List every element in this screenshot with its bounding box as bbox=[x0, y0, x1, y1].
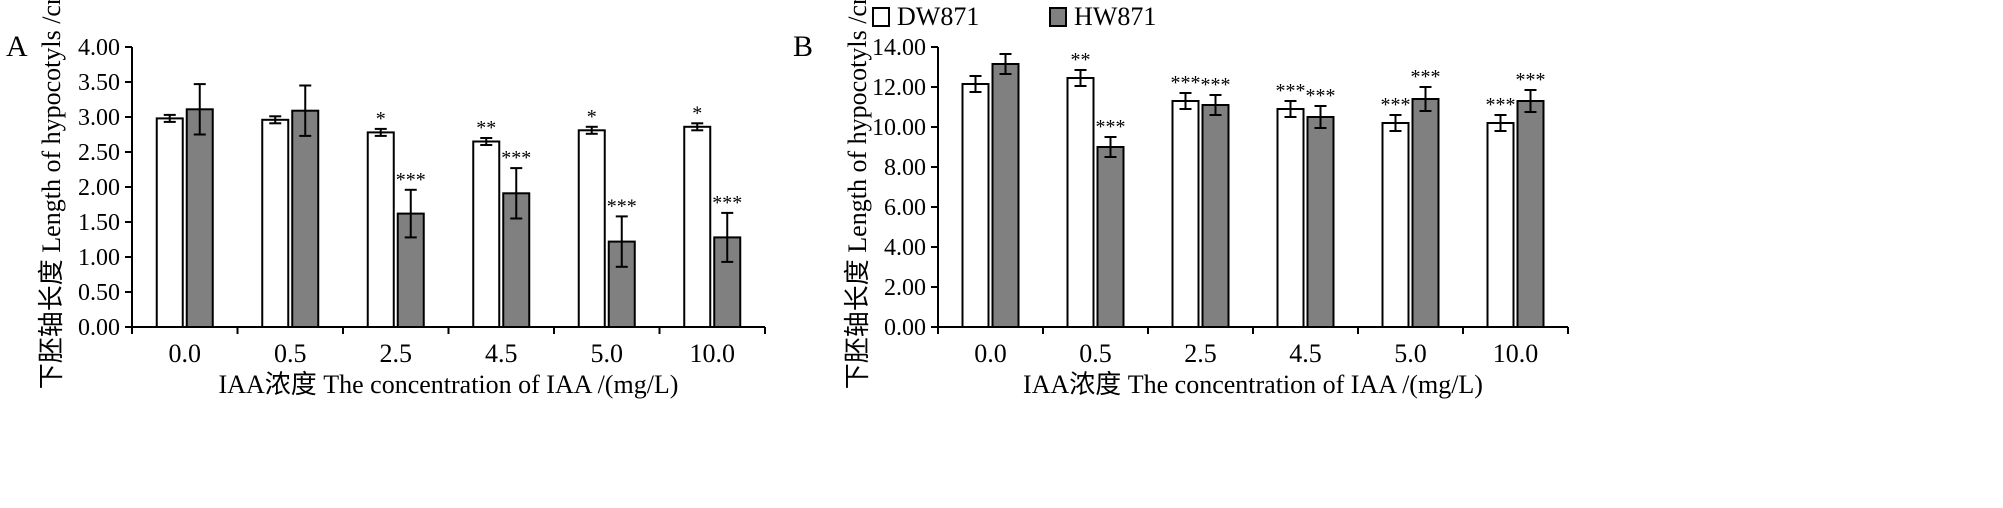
bar-dw871-2.5 bbox=[1171, 100, 1200, 328]
x-tick-label: 5.0 bbox=[1394, 339, 1427, 368]
y-tick-label: 6.00 bbox=[884, 195, 926, 221]
bar-hw871-0.5 bbox=[291, 109, 320, 328]
y-tick-label: 3.50 bbox=[78, 70, 120, 96]
bar-dw871-0.0 bbox=[961, 83, 990, 328]
bar-hw871-0.5 bbox=[1096, 146, 1125, 328]
bar-hw871-0.0 bbox=[185, 108, 214, 328]
legend-swatch-hw871 bbox=[1049, 7, 1067, 27]
y-tick-label: 2.00 bbox=[884, 275, 926, 301]
bar-hw871-2.5 bbox=[396, 212, 425, 329]
bar-dw871-0.0 bbox=[155, 117, 184, 329]
x-tick-label: 4.5 bbox=[485, 339, 518, 368]
x-axis-title: IAA浓度 The concentration of IAA /(mg/L) bbox=[219, 370, 679, 399]
y-tick-label: 4.00 bbox=[884, 235, 926, 261]
bar-dw871-4.5 bbox=[472, 140, 501, 328]
x-tick-label: 10.0 bbox=[690, 339, 736, 368]
y-tick-label: 8.00 bbox=[884, 155, 926, 181]
bar-dw871-10.0 bbox=[683, 125, 712, 328]
x-tick-label: 2.5 bbox=[380, 339, 413, 368]
bar-dw871-5.0 bbox=[577, 129, 606, 328]
y-tick-label: 3.00 bbox=[78, 105, 120, 131]
y-tick-label: 0.00 bbox=[78, 315, 120, 341]
panel-label: A bbox=[6, 30, 28, 63]
y-tick-label: 1.00 bbox=[78, 245, 120, 271]
bar-hw871-4.5 bbox=[1306, 116, 1335, 328]
significance-label: *** bbox=[1201, 74, 1231, 96]
x-tick-label: 2.5 bbox=[1184, 339, 1217, 368]
significance-label: * bbox=[587, 106, 597, 128]
significance-label: *** bbox=[1381, 94, 1411, 116]
y-tick-label: 4.00 bbox=[78, 35, 120, 61]
bar-dw871-10.0 bbox=[1486, 122, 1515, 328]
y-tick-label: 2.50 bbox=[78, 140, 120, 166]
bar-hw871-2.5 bbox=[1201, 104, 1230, 328]
y-tick-label: 0.50 bbox=[78, 280, 120, 306]
significance-label: *** bbox=[1276, 80, 1306, 102]
significance-label: ** bbox=[1071, 49, 1091, 71]
y-tick-label: 10.00 bbox=[872, 115, 926, 141]
x-tick-label: 10.0 bbox=[1493, 339, 1539, 368]
y-axis-title: 下胚轴长度 Length of hypocotyls /cm bbox=[37, 0, 66, 389]
significance-label: *** bbox=[1171, 72, 1201, 94]
bar-hw871-0.0 bbox=[991, 63, 1020, 328]
y-tick-label: 2.00 bbox=[78, 175, 120, 201]
significance-label: *** bbox=[1411, 66, 1441, 88]
x-tick-label: 0.0 bbox=[169, 339, 202, 368]
significance-label: *** bbox=[1486, 94, 1516, 116]
panel-label: B bbox=[793, 30, 813, 63]
y-tick-label: 1.50 bbox=[78, 210, 120, 236]
significance-label: *** bbox=[607, 195, 637, 217]
y-tick-label: 12.00 bbox=[872, 75, 926, 101]
bar-dw871-2.5 bbox=[366, 131, 395, 328]
chart-panel-a: A 0.00 0.50 1.00 1.50 2.00 2.50 3.00 3.50 4.00 0.0… bbox=[6, 0, 766, 399]
y-tick-label: 14.00 bbox=[872, 35, 926, 61]
x-axis-title: IAA浓度 The concentration of IAA /(mg/L) bbox=[1023, 370, 1483, 399]
x-tick-label: 0.5 bbox=[274, 339, 307, 368]
y-axis-title: 下胚轴长度 Length of hypocotyls /cm bbox=[843, 0, 872, 389]
y-tick-label: 0.00 bbox=[884, 315, 926, 341]
significance-label: *** bbox=[1516, 69, 1546, 91]
significance-label: *** bbox=[1096, 116, 1126, 138]
significance-label: *** bbox=[396, 169, 426, 191]
significance-label: *** bbox=[501, 147, 531, 169]
legend: DW871 HW871 bbox=[872, 2, 1156, 31]
bar-dw871-4.5 bbox=[1276, 108, 1305, 328]
significance-label: *** bbox=[1306, 85, 1336, 107]
bar-dw871-5.0 bbox=[1381, 122, 1410, 328]
x-tick-label: 0.0 bbox=[974, 339, 1007, 368]
x-tick-label: 0.5 bbox=[1079, 339, 1112, 368]
x-tick-label: 5.0 bbox=[591, 339, 624, 368]
bar-hw871-10.0 bbox=[1516, 100, 1545, 328]
legend-label-hw871: HW871 bbox=[1074, 2, 1156, 31]
chart-panel-b: B 0.00 2.00 4.00 6.00 8.00 10.00 12.00 14.00 0.0 *… bbox=[793, 0, 1569, 399]
bar-hw871-5.0 bbox=[1411, 98, 1440, 328]
bar-dw871-0.5 bbox=[261, 118, 290, 328]
significance-label: ** bbox=[476, 117, 496, 139]
legend-label-dw871: DW871 bbox=[897, 2, 979, 31]
significance-label: * bbox=[376, 108, 386, 130]
bar-dw871-0.5 bbox=[1066, 77, 1095, 328]
x-tick-label: 4.5 bbox=[1289, 339, 1322, 368]
significance-label: * bbox=[692, 102, 702, 124]
significance-label: *** bbox=[712, 192, 742, 214]
legend-swatch-dw871 bbox=[872, 7, 890, 27]
